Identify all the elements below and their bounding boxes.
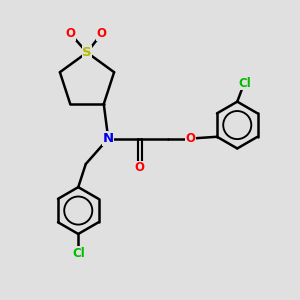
Text: Cl: Cl — [72, 247, 85, 260]
Text: O: O — [186, 132, 196, 145]
Text: Cl: Cl — [238, 76, 251, 90]
Text: O: O — [135, 161, 145, 174]
Text: N: N — [103, 132, 114, 145]
Text: O: O — [65, 27, 76, 40]
Text: O: O — [96, 27, 106, 40]
Text: S: S — [82, 46, 92, 59]
